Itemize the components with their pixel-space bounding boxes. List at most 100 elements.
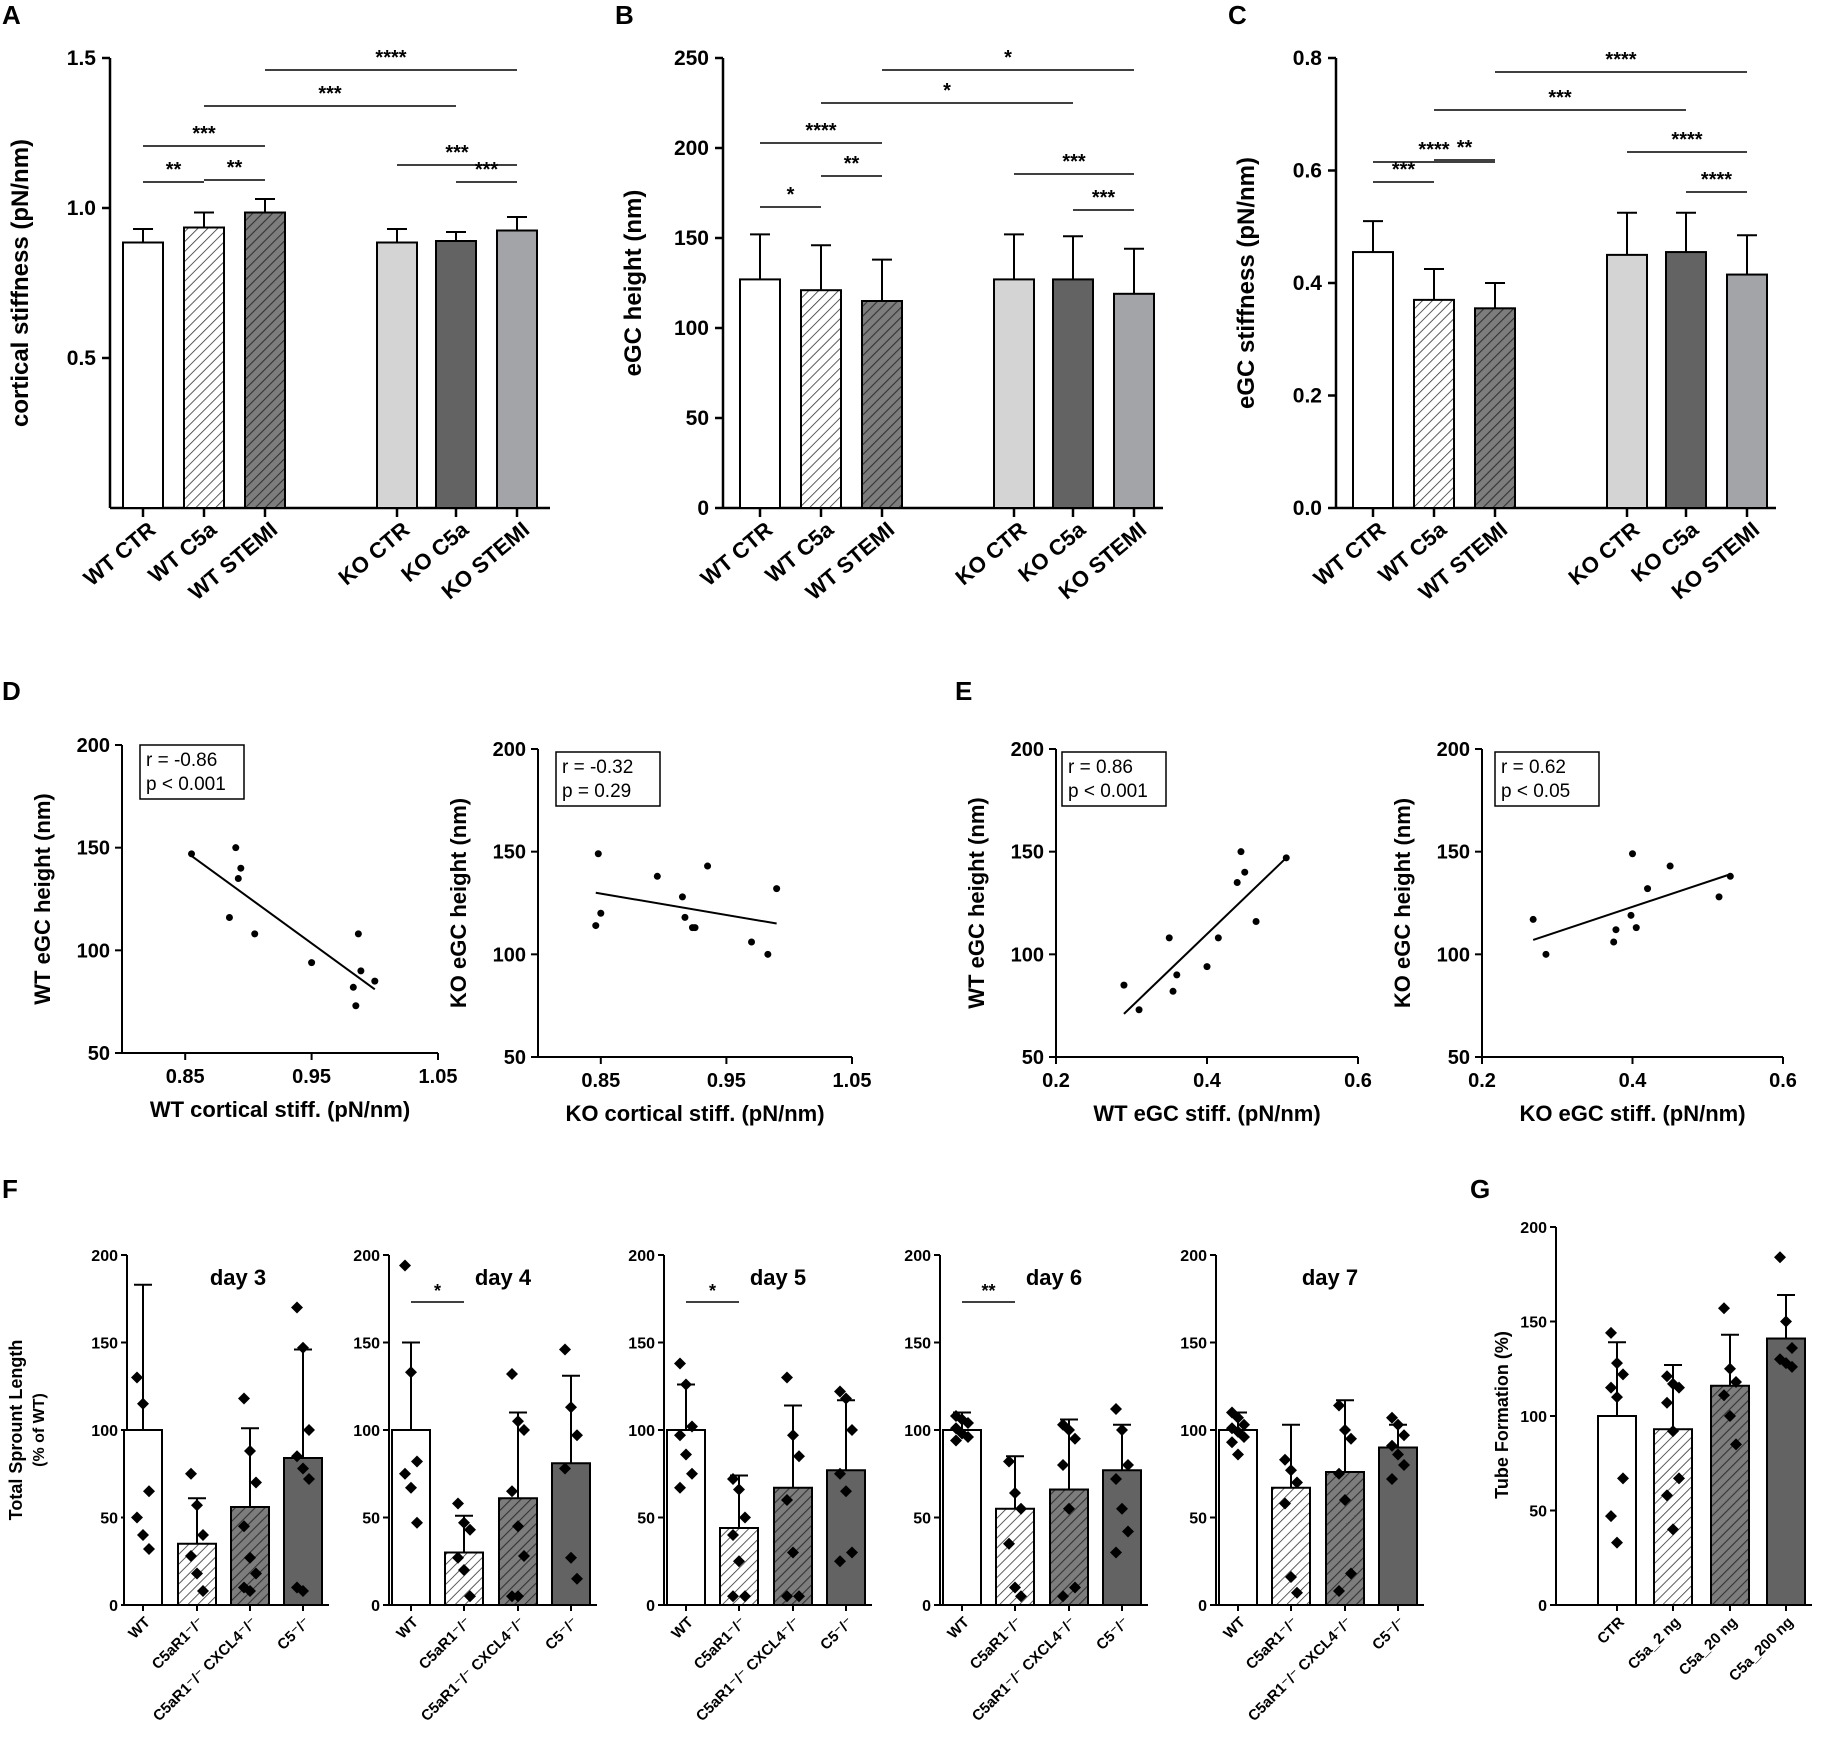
data-point: [565, 1551, 577, 1564]
data-point: [1282, 854, 1290, 862]
y-tick-label: 50: [686, 407, 709, 430]
data-point: [840, 1485, 852, 1498]
significance-label: ****: [805, 120, 836, 142]
x-tick-label: WT CTR: [1309, 517, 1391, 591]
significance-label: *: [787, 184, 795, 206]
data-point: [727, 1529, 739, 1541]
data-point: [1612, 926, 1620, 934]
data-point: [185, 1467, 197, 1480]
data-point: [686, 1420, 698, 1433]
data-point: [250, 1476, 262, 1489]
bar: [1271, 1486, 1311, 1606]
y-tick-label: 200: [91, 1248, 118, 1265]
x-tick-label: 1.05: [833, 1070, 872, 1092]
data-point: [131, 1371, 143, 1384]
regression-line: [595, 891, 777, 925]
y-tick-label: 100: [904, 1423, 931, 1440]
bar: [1325, 1471, 1365, 1606]
data-point: [297, 1462, 309, 1475]
data-point: [1610, 938, 1618, 946]
bar: [1113, 292, 1155, 509]
panel-title: day 7: [1302, 1265, 1358, 1290]
bar: [1102, 1469, 1142, 1606]
data-point: [781, 1590, 793, 1603]
data-point: [143, 1485, 155, 1498]
data-point: [1063, 1424, 1075, 1436]
data-point: [597, 909, 605, 917]
y-tick-label: 0.2: [1293, 385, 1322, 408]
data-point: [1392, 1448, 1404, 1461]
x-tick-label: C5⁻/⁻: [817, 1614, 857, 1654]
significance-label: ***: [1092, 187, 1116, 209]
data-point: [308, 959, 316, 967]
bar: [1597, 1415, 1637, 1606]
y-tick-label: 250: [674, 47, 709, 70]
data-point: [571, 1429, 583, 1442]
x-tick-label: WT CTR: [79, 517, 161, 591]
data-point: [1617, 1368, 1629, 1381]
panel-d2: 50 100 150 200 0.85 0.95 1.05 KO cortical stiff…: [446, 739, 871, 1126]
data-point: [1238, 1431, 1250, 1443]
y-tick-label: 100: [1520, 1409, 1547, 1426]
data-point: [592, 922, 600, 930]
significance-label: **: [981, 1281, 995, 1301]
data-point: [950, 1434, 962, 1447]
significance-label: ***: [1062, 151, 1086, 173]
data-point: [1611, 1357, 1623, 1370]
data-point: [1333, 1399, 1345, 1412]
data-point: [653, 872, 661, 880]
data-point: [1063, 1502, 1075, 1515]
data-point: [188, 850, 196, 858]
data-point: [1069, 1432, 1081, 1445]
bar: [551, 1462, 591, 1606]
data-point: [1786, 1341, 1798, 1354]
bar: [826, 1469, 866, 1606]
data-point: [143, 1543, 155, 1555]
data-point: [1345, 1567, 1357, 1580]
data-point: [834, 1555, 846, 1568]
y-axis-label: KO eGC height (nm): [1390, 798, 1415, 1008]
x-axis-label: KO cortical stiff. (pN/nm): [565, 1101, 824, 1126]
y-tick-label: 150: [904, 1336, 931, 1353]
y-tick-label: 100: [674, 317, 709, 340]
data-point: [234, 874, 242, 882]
data-point: [1386, 1411, 1398, 1424]
y-axis-label: eGC stiffness (pN/nm): [1233, 157, 1260, 409]
significance-label: ****: [1671, 129, 1702, 151]
data-point: [1009, 1581, 1021, 1594]
data-point: [681, 913, 689, 921]
data-point: [1644, 885, 1652, 893]
data-point: [680, 1448, 692, 1461]
data-point: [1110, 1473, 1122, 1485]
x-axis-label: WT cortical stiff. (pN/nm): [150, 1097, 410, 1122]
data-point: [349, 983, 357, 991]
y-tick-label: 200: [493, 739, 526, 761]
data-point: [1724, 1362, 1736, 1375]
x-tick-label: C5a_2 ng: [1625, 1614, 1684, 1673]
data-point: [559, 1343, 571, 1356]
data-point: [1279, 1453, 1291, 1466]
bar: [1710, 1384, 1750, 1607]
data-point: [1542, 950, 1550, 958]
data-point: [680, 1378, 692, 1391]
data-point: [1214, 934, 1222, 942]
x-tick-label: WT: [944, 1614, 973, 1643]
stats-box: [1494, 751, 1600, 807]
data-point: [727, 1473, 739, 1485]
data-point: [834, 1385, 846, 1398]
stats-text: p = 0.29: [562, 781, 631, 802]
y-axis-label: KO eGC height (nm): [446, 798, 471, 1008]
y-tick-label: 0: [371, 1598, 380, 1615]
y-tick-label: 200: [628, 1248, 655, 1265]
panel-title: day 6: [1026, 1265, 1082, 1290]
data-point: [131, 1511, 143, 1524]
panel-title: day 5: [750, 1265, 806, 1290]
x-tick-label: KO CTR: [334, 517, 415, 590]
stats-text: p < 0.001: [146, 774, 226, 795]
data-point: [1333, 1467, 1345, 1480]
data-point: [565, 1401, 577, 1414]
significance-label: ***: [445, 142, 469, 164]
data-point: [137, 1529, 149, 1541]
